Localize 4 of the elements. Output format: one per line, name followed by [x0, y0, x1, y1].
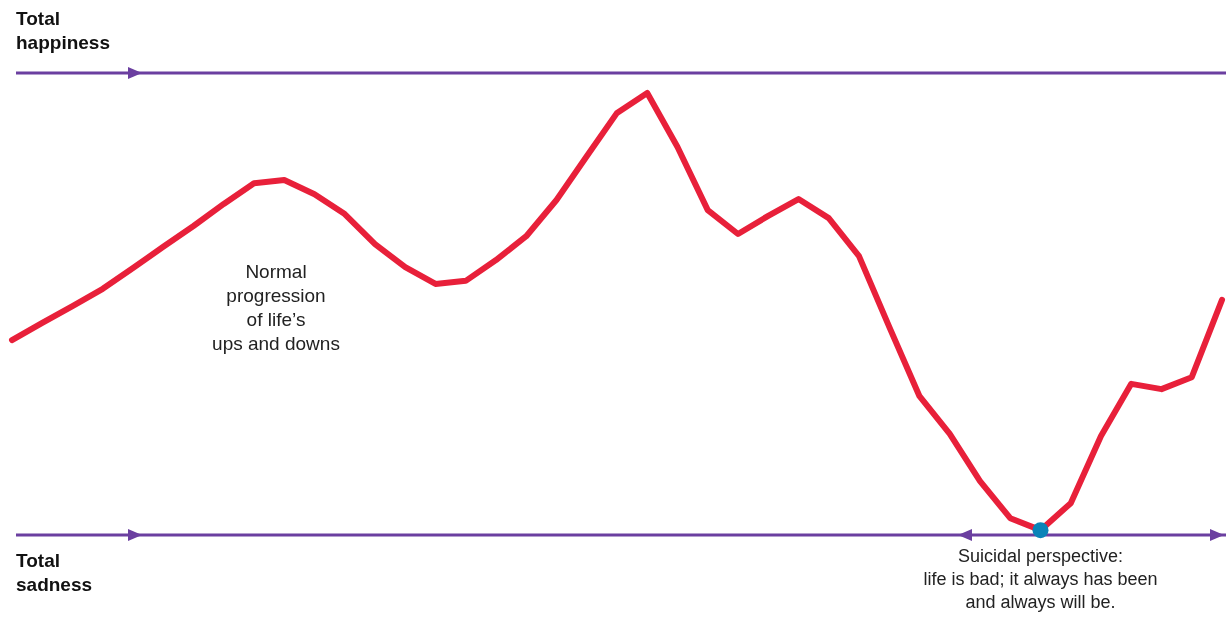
ref-line-label: Total sadness [16, 550, 93, 595]
annotation: Normal progression of life’s ups and downs [212, 261, 340, 354]
annotation: Suicidal perspective: life is bad; it always has been and always will be. [923, 546, 1158, 613]
ref-line-label: Total happiness [16, 8, 110, 54]
